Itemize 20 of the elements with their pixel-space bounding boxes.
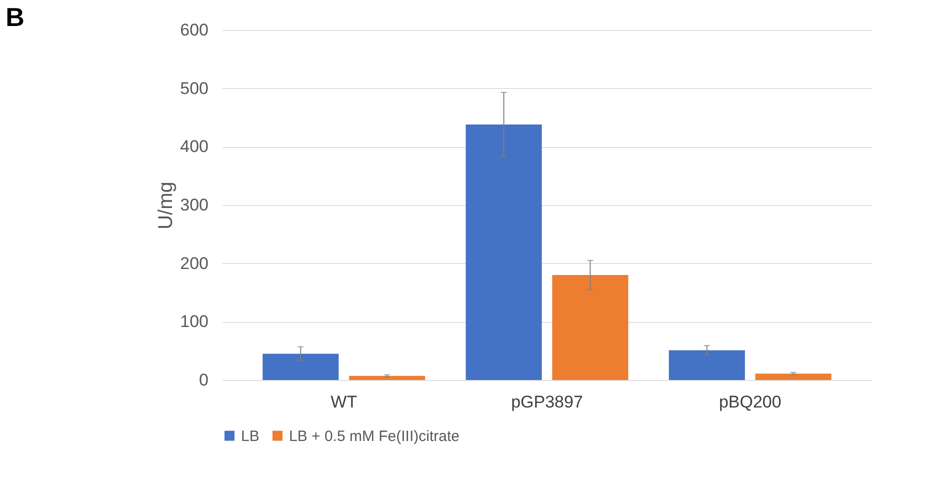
y-tick-label: 600 [180,20,208,40]
x-tick-label: WT [330,392,358,412]
bar [262,354,339,380]
bar [668,350,745,380]
y-tick-label: 100 [180,312,208,332]
bar [349,376,426,380]
legend-label: LB [241,428,260,445]
bar [466,124,542,380]
y-tick-label: 500 [180,78,208,98]
y-tick-label: 400 [180,137,208,156]
bar [755,374,832,380]
bar [552,275,628,380]
y-tick-label: 200 [180,254,208,273]
x-tick-label: pGP3897 [511,392,583,412]
legend-label: LB + 0.5 mM Fe(III)citrate [289,428,460,445]
y-tick-label: 0 [199,370,208,390]
y-tick-label: 300 [180,196,208,214]
text: B [6,2,24,32]
y-axis-title: U/mg [155,182,178,230]
x-tick-label: pBQ200 [718,392,782,412]
